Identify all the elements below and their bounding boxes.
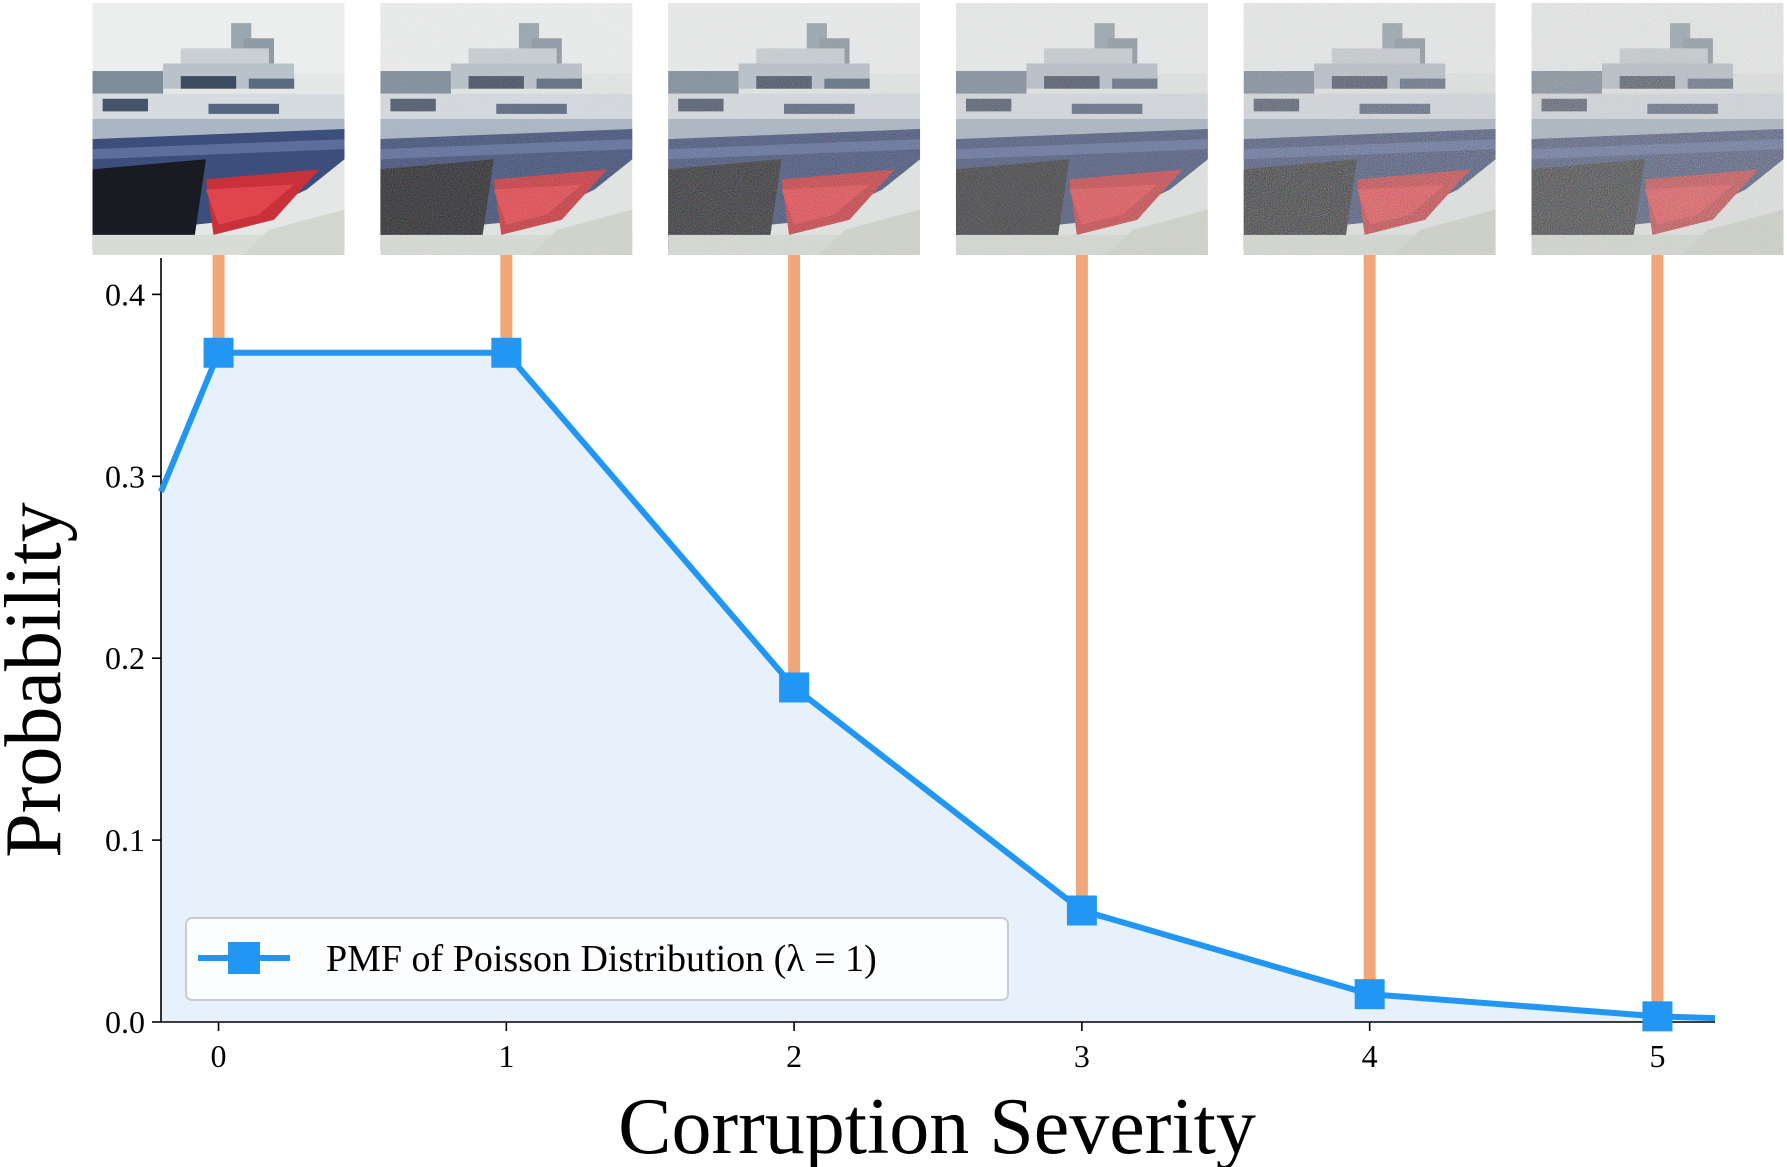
boat-image	[1243, 3, 1496, 255]
legend-marker-swatch	[228, 942, 260, 974]
pmf-marker-3	[1066, 895, 1097, 926]
x-tick-label: 0	[211, 1038, 227, 1074]
thumbnail-severity-1	[380, 3, 633, 255]
x-tick-label: 3	[1074, 1038, 1090, 1074]
pmf-marker-2	[779, 672, 810, 703]
legend-label-text: PMF of Poisson Distribution	[326, 938, 764, 980]
x-tick-label: 2	[786, 1038, 802, 1074]
severity-stems	[212, 255, 1664, 1017]
thumbnail-severity-0	[92, 3, 345, 255]
x-tick-label: 5	[1649, 1038, 1665, 1074]
pmf-area-fill	[161, 352, 1715, 1023]
x-axis-title: Corruption Severity	[618, 1083, 1256, 1167]
y-axis-title: Probability	[0, 502, 78, 858]
thumbnail-severity-4	[1243, 3, 1496, 255]
legend-box	[185, 917, 1009, 1001]
pmf-marker-5	[1642, 1001, 1673, 1032]
boat-image	[955, 3, 1208, 255]
boat-image	[1531, 3, 1784, 255]
thumbnail-severity-2	[668, 3, 921, 255]
y-tick-label: 0.1	[105, 822, 145, 858]
thumbnail-severity-3	[955, 3, 1208, 255]
y-axis-ticks: 0.0 0.1 0.2 0.3 0.4	[105, 276, 161, 1040]
pmf-markers	[203, 337, 1673, 1032]
boat-image	[380, 3, 633, 255]
corruption-thumbnails	[92, 3, 1784, 255]
legend-label-math: (λ = 1)	[774, 938, 877, 980]
legend: PMF of Poisson Distribution (λ = 1)	[185, 917, 1009, 1001]
x-tick-label: 1	[498, 1038, 514, 1074]
pmf-marker-0	[203, 337, 234, 368]
boat-image	[92, 3, 345, 255]
pmf-marker-1	[491, 337, 522, 368]
legend-label: PMF of Poisson Distribution (λ = 1)	[326, 938, 877, 980]
y-tick-label: 0.0	[105, 1004, 145, 1040]
y-tick-label: 0.2	[105, 640, 145, 676]
x-axis-ticks: 0 1 2 3 4 5	[211, 1022, 1665, 1074]
boat-image	[668, 3, 921, 255]
y-tick-label: 0.3	[105, 458, 145, 494]
thumbnail-severity-5	[1531, 3, 1784, 255]
pmf-line	[158, 349, 1716, 1022]
pmf-marker-4	[1354, 979, 1385, 1010]
y-tick-label: 0.4	[105, 276, 145, 312]
x-tick-label: 4	[1362, 1038, 1378, 1074]
